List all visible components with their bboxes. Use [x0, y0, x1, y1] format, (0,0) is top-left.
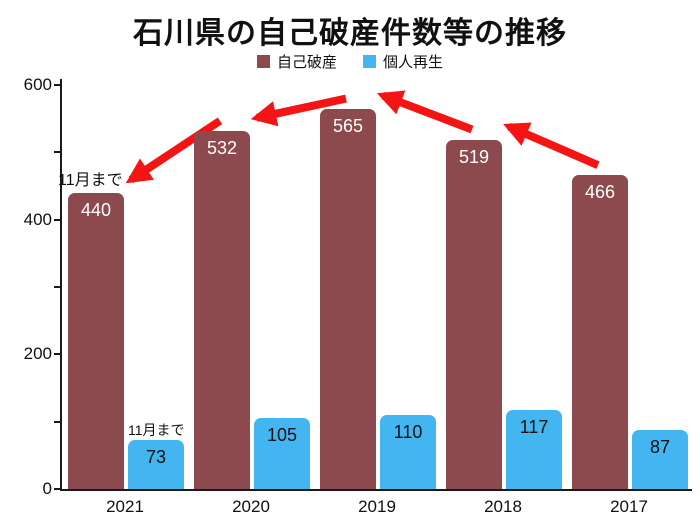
chart-title: 石川県の自己破産件数等の推移: [133, 17, 567, 50]
bar-kojinsaisei: [632, 430, 688, 489]
annotation-11gatsu-made: 11月まで: [58, 171, 123, 189]
x-axis-line: [60, 489, 692, 491]
bar-jikohasan: [68, 192, 124, 489]
x-axis-tick-label: 2017: [610, 497, 648, 516]
legend: 自己破産 個人再生: [0, 50, 700, 72]
bar-value-label: 519: [458, 146, 490, 167]
bar-jikohasan: [194, 130, 250, 489]
legend-label: 個人再生: [383, 53, 444, 71]
y-tick-mark: [54, 420, 60, 423]
y-tick-mark: [54, 218, 60, 221]
bar-jikohasan: [320, 108, 376, 489]
bar-value-label: 532: [206, 137, 238, 158]
y-axis-line: [60, 79, 62, 491]
bar-jikohasan: [446, 139, 502, 489]
bar-kojinsaisei: [254, 418, 310, 489]
bar-value-label: 117: [519, 417, 549, 438]
x-axis-tick-label: 2020: [232, 497, 270, 516]
bar-kojinsaisei: [506, 410, 562, 489]
y-tick-mark: [54, 286, 60, 288]
legend-item: 個人再生: [363, 51, 443, 72]
y-axis-tick-label: 600: [23, 75, 52, 94]
bar-value-label: 73: [145, 446, 167, 467]
legend-label: 自己破産: [276, 53, 337, 71]
bar-kojinsaisei: [380, 414, 436, 489]
legend-swatch: [256, 54, 270, 68]
bar-value-label: 565: [332, 115, 364, 136]
bar-value-label: 87: [649, 437, 671, 458]
y-tick-mark: [54, 488, 60, 490]
bar-value-label: 440: [80, 199, 112, 220]
bar-value-label: 110: [393, 421, 423, 442]
x-axis-tick-label: 2018: [484, 497, 522, 516]
x-axis-tick-label: 2021: [106, 497, 144, 516]
y-axis-tick-label: 0: [42, 479, 52, 498]
trend-arrow: [377, 90, 474, 134]
annotation-11gatsu-made: 11月まで: [128, 421, 185, 438]
bar-value-label: 466: [584, 182, 616, 203]
bar-value-label: 105: [266, 425, 298, 446]
y-tick-mark: [54, 84, 60, 86]
y-tick-mark: [54, 353, 60, 356]
trend-arrow: [503, 122, 600, 169]
legend-swatch: [363, 54, 376, 68]
x-axis-tick-label: 2019: [358, 497, 396, 516]
legend-item: 自己破産: [256, 51, 337, 72]
bar-kojinsaisei: [128, 439, 184, 489]
y-axis-tick-label: 200: [23, 344, 52, 364]
bar-jikohasan: [572, 175, 628, 489]
y-tick-mark: [54, 151, 60, 154]
y-axis-tick-label: 400: [23, 209, 52, 229]
